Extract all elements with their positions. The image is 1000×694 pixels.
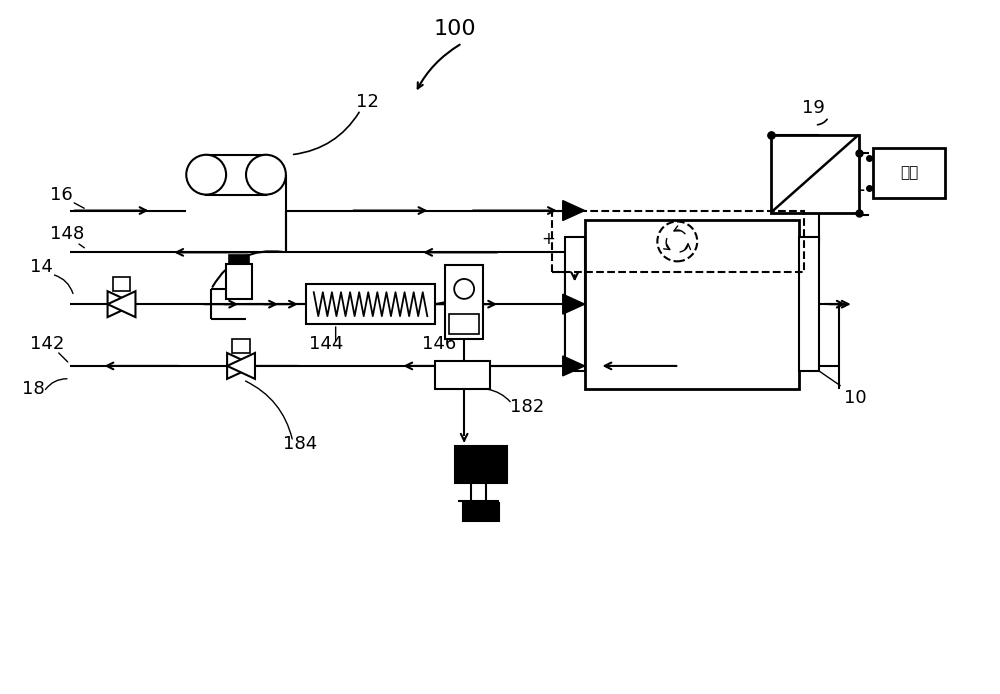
Ellipse shape (186, 155, 226, 194)
Text: −: − (850, 181, 867, 200)
Text: 16: 16 (50, 185, 73, 203)
Bar (229, 255, 249, 264)
Text: 146: 146 (422, 335, 457, 353)
Bar (463, 503, 499, 521)
Text: +: + (541, 230, 555, 248)
Bar (799, 237, 819, 371)
Polygon shape (108, 291, 135, 317)
Text: 184: 184 (283, 434, 317, 452)
Polygon shape (563, 201, 585, 221)
Polygon shape (563, 356, 585, 376)
Text: 100: 100 (434, 19, 476, 40)
Bar (306, 285, 435, 324)
Polygon shape (227, 353, 255, 379)
Bar (552, 210, 804, 272)
Polygon shape (563, 294, 585, 314)
Polygon shape (108, 291, 135, 317)
Text: 负载: 负载 (900, 165, 918, 180)
Bar (771, 135, 859, 212)
Text: +: + (852, 146, 865, 161)
Text: 19: 19 (802, 99, 825, 117)
Text: 182: 182 (510, 398, 544, 416)
Bar (585, 219, 799, 389)
Text: 18: 18 (22, 380, 45, 398)
Bar (226, 264, 252, 299)
Bar (565, 237, 585, 371)
Text: 144: 144 (309, 335, 343, 353)
Ellipse shape (246, 155, 286, 194)
Bar (113, 278, 130, 291)
Text: 10: 10 (844, 389, 866, 407)
Bar (445, 265, 483, 339)
Bar (232, 339, 250, 353)
Text: 14: 14 (30, 258, 53, 276)
Text: 142: 142 (30, 335, 64, 353)
Bar (873, 148, 945, 198)
Bar (206, 155, 266, 194)
Text: 148: 148 (50, 226, 84, 244)
Bar (455, 446, 507, 484)
Bar (435, 361, 490, 389)
Text: 12: 12 (356, 93, 378, 111)
Bar (449, 314, 479, 334)
Polygon shape (227, 353, 255, 379)
